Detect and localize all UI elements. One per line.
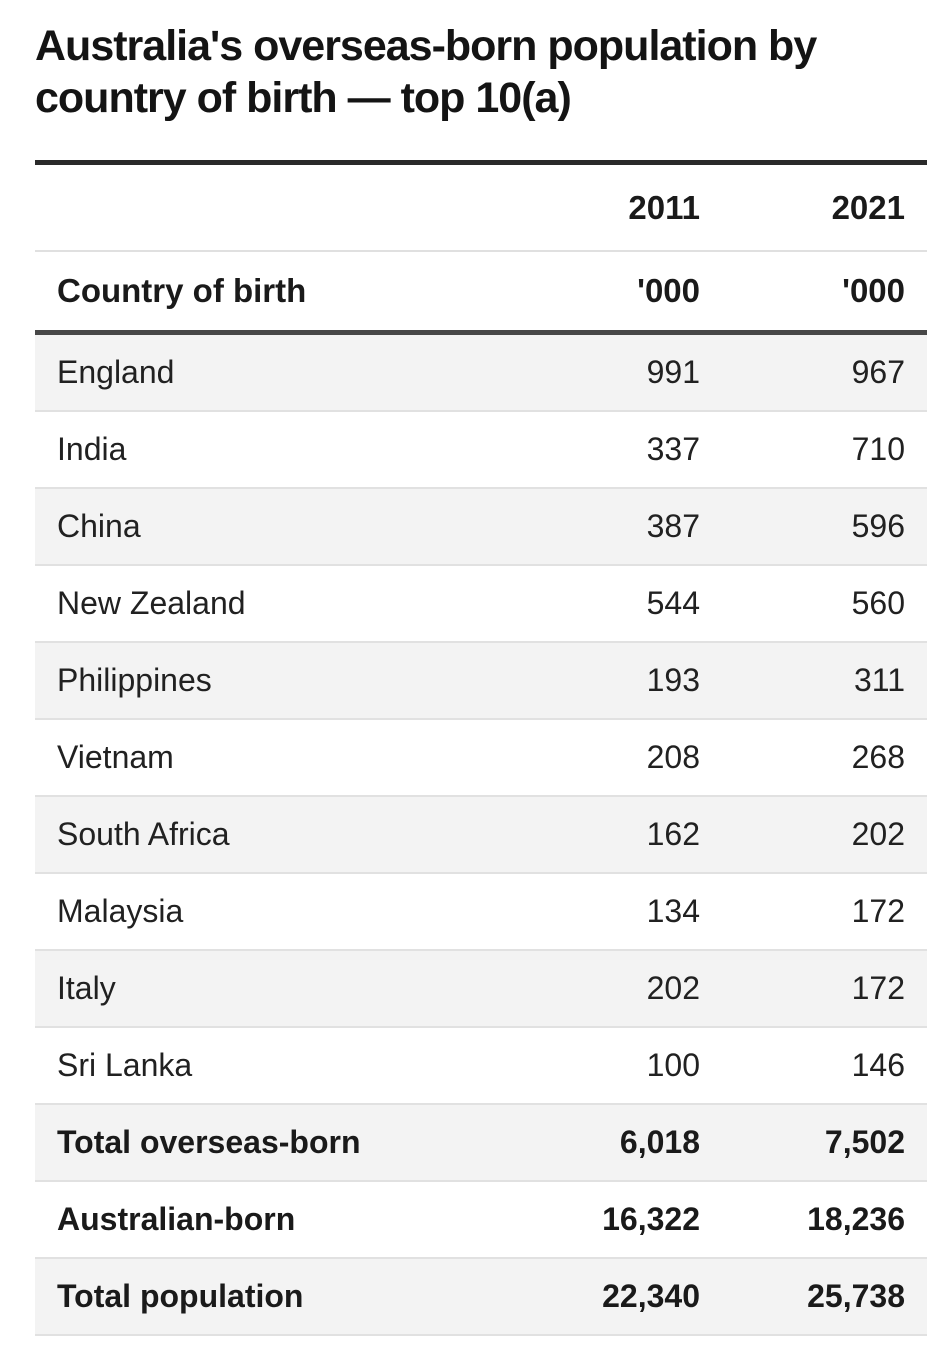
row-value-2021: 18,236	[807, 1201, 905, 1237]
row-label: Philippines	[57, 662, 212, 698]
row-value-2021: 146	[851, 1047, 905, 1083]
row-label: Malaysia	[57, 893, 184, 929]
table-row-china: China 387 596	[35, 489, 927, 566]
row-value-2021: 311	[853, 662, 905, 698]
row-label: China	[57, 508, 141, 544]
row-value-2021: 560	[851, 585, 905, 621]
row-label: Sri Lanka	[57, 1047, 193, 1083]
row-value-2021: 172	[851, 893, 905, 929]
year-header-2021: 2021	[831, 188, 905, 226]
row-label: Vietnam	[57, 739, 174, 775]
table-row-india: India 337 710	[35, 412, 927, 489]
table-row-sri-lanka: Sri Lanka 100 146	[35, 1028, 927, 1105]
row-value-2011: 337	[646, 431, 700, 467]
unit-header-2021: '000	[842, 272, 905, 309]
country-of-birth-header: Country of birth	[57, 272, 307, 309]
population-table: 2011 2021 Country of birth '000 '000 Eng…	[35, 160, 927, 1336]
table-row-new-zealand: New Zealand 544 560	[35, 566, 927, 643]
row-value-2011: 100	[646, 1047, 700, 1083]
table-row-total-overseas-born: Total overseas-born 6,018 7,502	[35, 1105, 927, 1182]
table-row-italy: Italy 202 172	[35, 951, 927, 1028]
unit-header-2011: '000	[637, 272, 700, 309]
row-value-2021: 596	[851, 508, 905, 544]
row-value-2011: 6,018	[619, 1124, 700, 1160]
table-row-england: England 991 967	[35, 335, 927, 412]
row-value-2011: 134	[646, 893, 700, 929]
page-title: Australia's overseas-born population by …	[35, 22, 817, 122]
table-row-vietnam: Vietnam 208 268	[35, 720, 927, 797]
row-value-2021: 202	[851, 816, 905, 852]
row-value-2021: 268	[851, 739, 905, 775]
row-value-2011: 387	[646, 508, 700, 544]
table-year-header-row: 2011 2021	[35, 165, 927, 252]
table-row-philippines: Philippines 193 311	[35, 643, 927, 720]
row-value-2011: 991	[646, 354, 700, 390]
row-value-2011: 208	[646, 739, 700, 775]
row-label: Italy	[57, 970, 116, 1006]
row-value-2011: 202	[646, 970, 700, 1006]
row-value-2021: 710	[851, 431, 905, 467]
row-value-2021: 25,738	[807, 1278, 905, 1314]
year-header-2011: 2011	[628, 188, 700, 226]
row-value-2021: 7,502	[824, 1124, 905, 1160]
row-value-2021: 172	[851, 970, 905, 1006]
row-value-2021: 967	[851, 354, 905, 390]
row-label: India	[57, 431, 127, 467]
row-value-2011: 16,322	[602, 1201, 700, 1237]
row-value-2011: 193	[646, 662, 700, 698]
row-label: England	[57, 354, 175, 390]
row-label: New Zealand	[57, 585, 246, 621]
row-label: Australian-born	[57, 1201, 296, 1237]
row-value-2011: 162	[646, 816, 700, 852]
row-value-2011: 22,340	[602, 1278, 700, 1314]
row-value-2011: 544	[646, 585, 700, 621]
table-row-total-population: Total population 22,340 25,738	[35, 1259, 927, 1336]
table-subheader-row: Country of birth '000 '000	[35, 252, 927, 335]
row-label: South Africa	[57, 816, 230, 852]
row-label: Total overseas-born	[57, 1124, 361, 1160]
table-row-australian-born: Australian-born 16,322 18,236	[35, 1182, 927, 1259]
table-row-malaysia: Malaysia 134 172	[35, 874, 927, 951]
table-row-south-africa: South Africa 162 202	[35, 797, 927, 874]
row-label: Total population	[57, 1278, 304, 1314]
